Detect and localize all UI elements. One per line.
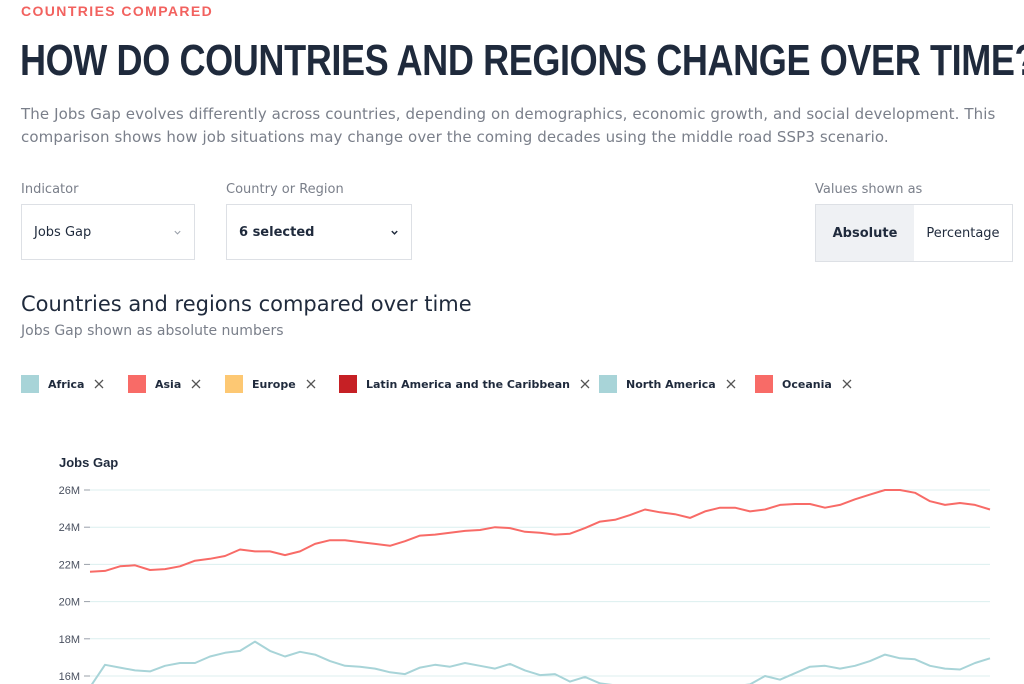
legend-item-latin-america: Latin America and the Caribbean [339, 373, 590, 395]
indicator-value: Jobs Gap [34, 224, 92, 240]
legend-label: Asia [155, 377, 182, 391]
values-toggle: Absolute Percentage [815, 204, 1013, 262]
country-value: 6 selected [239, 224, 315, 240]
y-tick-label: 22M [59, 559, 80, 571]
chart-grid: 26M 24M 22M 20M 18M 16M [59, 485, 990, 683]
y-tick-label: 20M [59, 597, 80, 609]
y-tick-label: 24M [59, 522, 80, 534]
legend-swatch [128, 375, 146, 393]
chart-section-title: Countries and regions compared over time [21, 292, 472, 316]
close-icon[interactable] [191, 379, 201, 389]
percentage-option[interactable]: Percentage [926, 225, 1000, 241]
page-title: HOW DO COUNTRIES AND REGIONS CHANGE OVER… [20, 36, 1024, 85]
country-select[interactable]: 6 selected [226, 204, 412, 260]
legend-item-oceania: Oceania [755, 373, 852, 395]
chart-series [89, 489, 991, 684]
close-icon[interactable] [306, 379, 316, 389]
values-shown-label: Values shown as [815, 182, 923, 197]
close-icon[interactable] [580, 379, 590, 389]
chevron-down-icon [391, 230, 398, 235]
jobs-gap-line-chart: Jobs Gap 26M 24M 22M 20M 18M 16M [59, 455, 991, 684]
close-icon[interactable] [726, 379, 736, 389]
y-tick-label: 18M [59, 634, 80, 646]
legend-swatch [599, 375, 617, 393]
legend-swatch [21, 375, 39, 393]
indicator-select[interactable]: Jobs Gap [21, 204, 195, 260]
legend-swatch [225, 375, 243, 393]
y-tick-label: 26M [59, 485, 80, 497]
legend-item-europe: Europe [225, 373, 316, 395]
section-eyebrow: COUNTRIES COMPARED [21, 3, 214, 19]
legend-label: Europe [252, 377, 296, 391]
series-line-1 [90, 640, 991, 684]
legend-item-asia: Asia [128, 373, 201, 395]
intro-paragraph: The Jobs Gap evolves differently across … [21, 105, 996, 146]
y-tick-label: 16M [59, 671, 80, 683]
close-icon[interactable] [94, 379, 104, 389]
legend-item-north-america: North America [599, 373, 736, 395]
indicator-label: Indicator [21, 182, 79, 197]
legend-label: North America [626, 377, 716, 391]
legend-label: Africa [48, 377, 85, 391]
legend-label: Oceania [782, 377, 832, 391]
legend-item-africa: Africa [21, 373, 104, 395]
series-line-0 [89, 489, 991, 573]
country-label: Country or Region [226, 182, 344, 197]
chart-section-subtitle: Jobs Gap shown as absolute numbers [21, 323, 284, 339]
legend-swatch [755, 375, 773, 393]
legend-swatch [339, 375, 357, 393]
legend-label: Latin America and the Caribbean [366, 377, 571, 391]
chevron-down-icon [174, 230, 181, 235]
y-axis-title: Jobs Gap [59, 455, 118, 470]
close-icon[interactable] [842, 379, 852, 389]
absolute-option[interactable]: Absolute [816, 205, 914, 261]
